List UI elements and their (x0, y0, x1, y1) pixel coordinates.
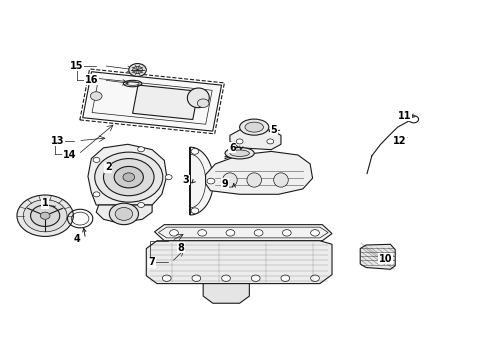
Ellipse shape (222, 173, 237, 187)
Text: 8: 8 (178, 243, 184, 253)
Text: 7: 7 (148, 257, 155, 267)
Circle shape (191, 208, 199, 213)
Circle shape (198, 230, 206, 236)
Circle shape (236, 139, 243, 144)
Circle shape (281, 275, 289, 282)
Circle shape (30, 205, 60, 226)
Circle shape (251, 275, 260, 282)
Ellipse shape (239, 119, 268, 135)
Text: 3: 3 (183, 175, 189, 185)
Circle shape (128, 64, 146, 76)
Circle shape (95, 152, 163, 202)
Text: 6: 6 (228, 143, 235, 153)
Ellipse shape (229, 150, 249, 157)
Text: 16: 16 (84, 75, 98, 85)
Circle shape (132, 66, 142, 73)
Polygon shape (96, 205, 152, 223)
Text: 1: 1 (41, 198, 48, 208)
Circle shape (138, 147, 144, 152)
Text: 15: 15 (70, 61, 83, 71)
Polygon shape (203, 284, 249, 303)
Circle shape (93, 192, 100, 197)
Polygon shape (146, 241, 331, 284)
Circle shape (109, 203, 138, 225)
Circle shape (165, 175, 172, 180)
Circle shape (17, 195, 73, 237)
Text: 5: 5 (270, 125, 277, 135)
Circle shape (266, 139, 273, 144)
Text: 4: 4 (73, 234, 80, 244)
Circle shape (40, 212, 50, 219)
Circle shape (90, 92, 102, 100)
Ellipse shape (224, 148, 254, 159)
Circle shape (282, 230, 290, 236)
Text: 9: 9 (221, 179, 228, 189)
Circle shape (115, 207, 132, 220)
Circle shape (23, 200, 67, 232)
Polygon shape (82, 72, 221, 131)
Polygon shape (88, 144, 166, 205)
Circle shape (310, 230, 319, 236)
Polygon shape (360, 244, 394, 269)
Circle shape (310, 275, 319, 282)
Ellipse shape (273, 173, 287, 187)
Polygon shape (190, 147, 213, 215)
Text: 10: 10 (378, 253, 391, 264)
Circle shape (103, 158, 154, 196)
Polygon shape (205, 152, 312, 194)
Ellipse shape (244, 122, 263, 132)
Ellipse shape (187, 88, 209, 108)
Circle shape (122, 173, 134, 181)
Polygon shape (154, 225, 331, 241)
Text: 14: 14 (62, 150, 76, 160)
Polygon shape (229, 130, 281, 150)
Ellipse shape (246, 173, 261, 187)
Circle shape (138, 203, 144, 207)
Circle shape (221, 275, 230, 282)
Circle shape (197, 99, 208, 108)
Circle shape (254, 230, 263, 236)
Circle shape (162, 275, 171, 282)
Text: 13: 13 (50, 136, 64, 146)
Text: 12: 12 (392, 136, 406, 146)
Circle shape (225, 230, 234, 236)
Text: 2: 2 (105, 162, 111, 172)
Polygon shape (132, 85, 198, 120)
Circle shape (93, 157, 100, 162)
Circle shape (169, 230, 178, 236)
Text: 11: 11 (397, 111, 411, 121)
Circle shape (114, 166, 143, 188)
Circle shape (191, 149, 199, 154)
Circle shape (192, 275, 201, 282)
Circle shape (206, 178, 214, 184)
